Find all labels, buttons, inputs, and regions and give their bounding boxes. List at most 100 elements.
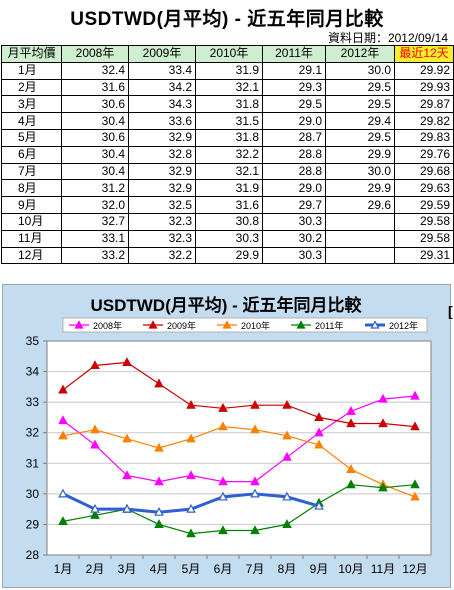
table-cell: 32.0 bbox=[62, 197, 129, 214]
x-tick-label: 4月 bbox=[150, 562, 169, 576]
table-cell: 29.58 bbox=[395, 230, 454, 247]
table-cell: 32.1 bbox=[196, 79, 263, 96]
x-tick-label: 3月 bbox=[118, 562, 137, 576]
chart-title: USDTWD(月平均) - 近五年同月比較 bbox=[90, 295, 362, 315]
table-cell: 31.2 bbox=[62, 180, 129, 197]
table-cell: 31.9 bbox=[196, 62, 263, 79]
column-header: 2008年 bbox=[62, 46, 129, 63]
table-cell: 29.3 bbox=[263, 79, 326, 96]
table-cell: 33.1 bbox=[62, 230, 129, 247]
y-tick-label: 30 bbox=[26, 487, 40, 501]
table-cell: 29.4 bbox=[326, 113, 395, 130]
table-cell: 33.4 bbox=[129, 62, 196, 79]
legend-label: 2008年 bbox=[93, 320, 122, 331]
table-cell: 29.6 bbox=[326, 197, 395, 214]
table-cell: 30.4 bbox=[62, 113, 129, 130]
row-month-label: 10月 bbox=[2, 213, 62, 230]
table-row: 3月 30.6 34.3 31.8 29.5 29.5 29.87 bbox=[2, 96, 454, 113]
table-cell: 29.0 bbox=[263, 113, 326, 130]
column-header-recent: 最近12天 bbox=[395, 46, 454, 63]
table-cell: 32.2 bbox=[129, 247, 196, 264]
table-cell: 29.9 bbox=[196, 247, 263, 264]
table-row: 11月 33.1 32.3 30.3 30.2 29.58 bbox=[2, 230, 454, 247]
corner-header: 月平均價 bbox=[2, 46, 62, 63]
table-cell: 32.5 bbox=[129, 197, 196, 214]
table-cell: 34.3 bbox=[129, 96, 196, 113]
legend-label: 2011年 bbox=[315, 320, 343, 331]
table-cell: 29.9 bbox=[326, 146, 395, 163]
table-cell bbox=[326, 213, 395, 230]
x-tick-label: 11月 bbox=[371, 562, 395, 576]
table-cell: 32.3 bbox=[129, 230, 196, 247]
table-cell: 29.63 bbox=[395, 180, 454, 197]
table-cell bbox=[326, 230, 395, 247]
y-tick-label: 28 bbox=[26, 548, 40, 562]
row-month-label: 7月 bbox=[2, 163, 62, 180]
row-month-label: 3月 bbox=[2, 96, 62, 113]
table-cell: 30.2 bbox=[263, 230, 326, 247]
table-cell: 29.82 bbox=[395, 113, 454, 130]
table-cell: 30.8 bbox=[196, 213, 263, 230]
table-cell: 29.76 bbox=[395, 146, 454, 163]
table-cell: 29.5 bbox=[326, 79, 395, 96]
table-cell: 29.59 bbox=[395, 197, 454, 214]
plot-area bbox=[47, 341, 431, 555]
table-cell: 29.31 bbox=[395, 247, 454, 264]
legend-label: 2012年 bbox=[389, 320, 418, 331]
table-row: 9月 32.0 32.5 31.6 29.7 29.6 29.59 bbox=[2, 197, 454, 214]
table-cell: 32.9 bbox=[129, 180, 196, 197]
monthly-average-table: 月平均價 2008年 2009年 2010年 2011年 2012年 最近12天… bbox=[1, 45, 454, 264]
y-tick-label: 35 bbox=[26, 334, 40, 348]
table-cell: 30.3 bbox=[263, 213, 326, 230]
table-cell: 29.68 bbox=[395, 163, 454, 180]
table-row: 4月 30.4 33.6 31.5 29.0 29.4 29.82 bbox=[2, 113, 454, 130]
table-cell: 30.3 bbox=[263, 247, 326, 264]
x-tick-label: 6月 bbox=[214, 562, 233, 576]
x-tick-label: 9月 bbox=[310, 562, 329, 576]
legend-label: 2009年 bbox=[167, 320, 196, 331]
table-cell: 29.5 bbox=[326, 96, 395, 113]
table-cell: 29.5 bbox=[263, 96, 326, 113]
chart-panel: USDTWD(月平均) - 近五年同月比較 2008年 2009年 2010年 2011… bbox=[2, 284, 451, 588]
table-cell: 29.7 bbox=[263, 197, 326, 214]
table-row: 5月 30.6 32.9 31.8 28.7 29.5 29.83 bbox=[2, 129, 454, 146]
row-month-label: 2月 bbox=[2, 79, 62, 96]
table-cell: 31.8 bbox=[196, 96, 263, 113]
row-month-label: 6月 bbox=[2, 146, 62, 163]
x-tick-label: 2月 bbox=[86, 562, 105, 576]
table-cell: 32.9 bbox=[129, 163, 196, 180]
y-tick-label: 29 bbox=[26, 517, 40, 531]
table-cell: 29.58 bbox=[395, 213, 454, 230]
table-row: 12月 33.2 32.2 29.9 30.3 29.31 bbox=[2, 247, 454, 264]
table-cell: 32.9 bbox=[129, 129, 196, 146]
table-cell: 31.6 bbox=[196, 197, 263, 214]
table-cell: 32.3 bbox=[129, 213, 196, 230]
side-mark: [ bbox=[448, 303, 453, 319]
table-row: 6月 30.4 32.8 32.2 28.8 29.9 29.76 bbox=[2, 146, 454, 163]
table-cell: 29.83 bbox=[395, 129, 454, 146]
data-date-label: 資料日期：2012/09/14 bbox=[328, 29, 448, 46]
table-cell: 28.7 bbox=[263, 129, 326, 146]
table-cell: 28.8 bbox=[263, 146, 326, 163]
table-cell: 28.8 bbox=[263, 163, 326, 180]
y-tick-label: 31 bbox=[26, 456, 40, 470]
row-month-label: 11月 bbox=[2, 230, 62, 247]
table-cell: 30.6 bbox=[62, 129, 129, 146]
legend-label: 2010年 bbox=[241, 320, 270, 331]
table-cell: 29.0 bbox=[263, 180, 326, 197]
line-chart: USDTWD(月平均) - 近五年同月比較 2008年 2009年 2010年 2011… bbox=[3, 285, 450, 587]
row-month-label: 8月 bbox=[2, 180, 62, 197]
table-row: 7月 30.4 32.9 32.1 28.8 30.0 29.68 bbox=[2, 163, 454, 180]
table-row: 2月 31.6 34.2 32.1 29.3 29.5 29.93 bbox=[2, 79, 454, 96]
x-tick-label: 1月 bbox=[54, 562, 73, 576]
y-tick-label: 34 bbox=[26, 365, 40, 379]
table-cell: 29.93 bbox=[395, 79, 454, 96]
table-cell: 30.3 bbox=[196, 230, 263, 247]
table-header-row: 月平均價 2008年 2009年 2010年 2011年 2012年 最近12天 bbox=[2, 46, 454, 63]
table-cell: 30.4 bbox=[62, 146, 129, 163]
x-tick-label: 12月 bbox=[402, 562, 427, 576]
table-row: 10月 32.7 32.3 30.8 30.3 29.58 bbox=[2, 213, 454, 230]
table-cell: 33.2 bbox=[62, 247, 129, 264]
x-tick-label: 7月 bbox=[246, 562, 265, 576]
table-cell: 31.5 bbox=[196, 113, 263, 130]
